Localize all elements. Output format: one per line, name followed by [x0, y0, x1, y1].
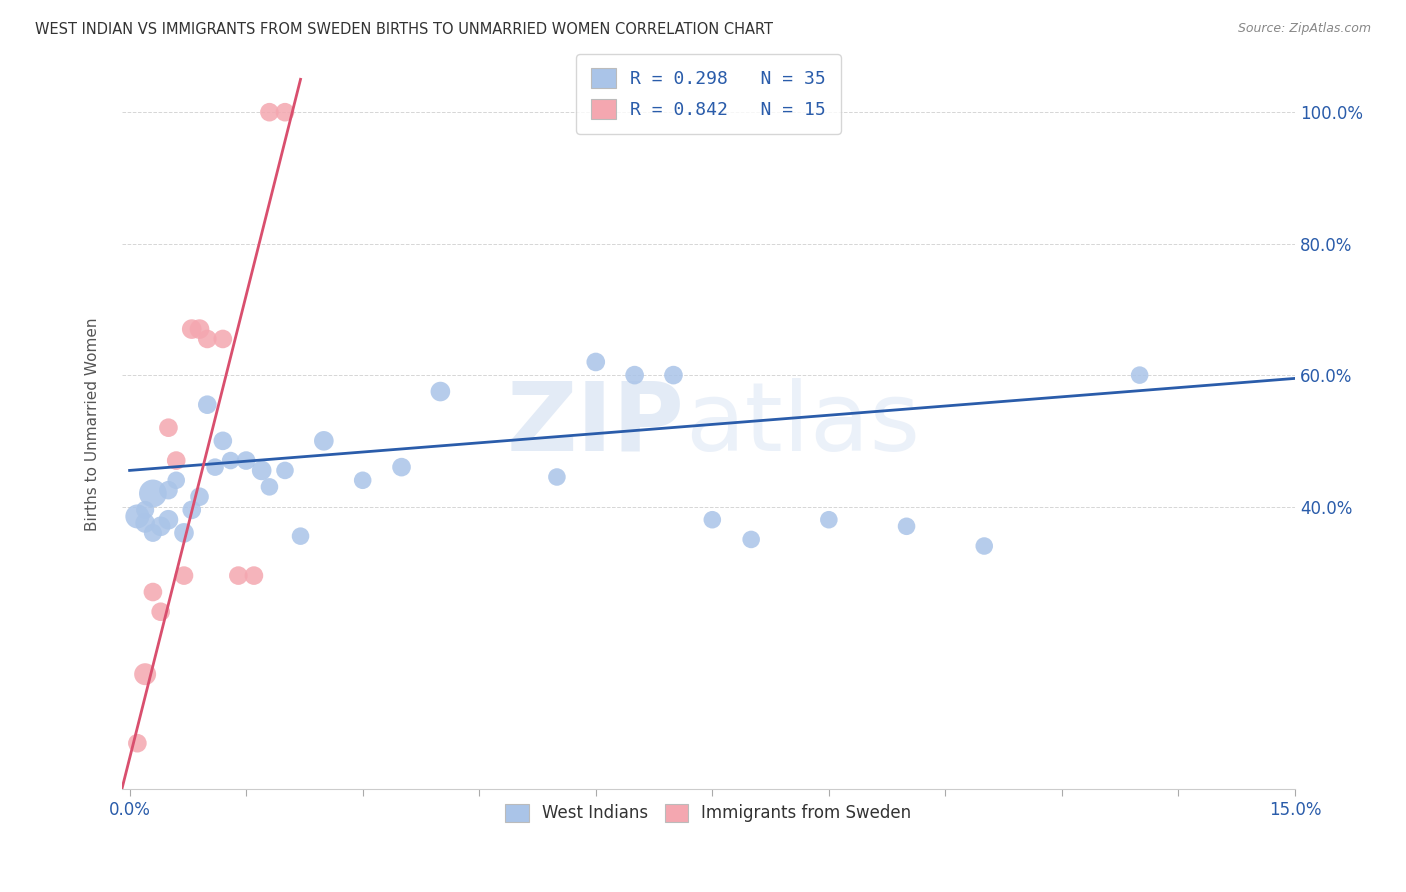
- Point: [259, 105, 281, 120]
- Point: [142, 486, 165, 500]
- Point: [235, 453, 257, 467]
- Point: [173, 568, 195, 582]
- Point: [134, 503, 156, 517]
- Y-axis label: Births to Unmarried Women: Births to Unmarried Women: [86, 318, 100, 531]
- Point: [623, 368, 645, 383]
- Point: [149, 605, 172, 619]
- Point: [165, 473, 187, 487]
- Point: [142, 525, 165, 540]
- Point: [228, 568, 250, 582]
- Text: Source: ZipAtlas.com: Source: ZipAtlas.com: [1237, 22, 1371, 36]
- Text: atlas: atlas: [685, 378, 920, 471]
- Point: [274, 463, 297, 477]
- Point: [896, 519, 918, 533]
- Point: [157, 420, 180, 434]
- Point: [195, 398, 218, 412]
- Point: [134, 667, 156, 681]
- Point: [149, 519, 172, 533]
- Point: [157, 513, 180, 527]
- Point: [312, 434, 335, 448]
- Point: [290, 529, 312, 543]
- Point: [1129, 368, 1152, 383]
- Point: [188, 322, 211, 336]
- Point: [204, 460, 226, 475]
- Point: [188, 490, 211, 504]
- Point: [127, 736, 149, 750]
- Point: [180, 503, 202, 517]
- Point: [274, 105, 297, 120]
- Point: [585, 355, 607, 369]
- Point: [134, 516, 156, 530]
- Legend: West Indians, Immigrants from Sweden: West Indians, Immigrants from Sweden: [492, 790, 925, 836]
- Point: [142, 585, 165, 599]
- Point: [702, 513, 724, 527]
- Point: [973, 539, 995, 553]
- Point: [546, 470, 568, 484]
- Point: [127, 509, 149, 524]
- Point: [352, 473, 374, 487]
- Point: [429, 384, 451, 399]
- Point: [662, 368, 685, 383]
- Point: [818, 513, 841, 527]
- Point: [250, 463, 273, 477]
- Point: [165, 453, 187, 467]
- Point: [173, 525, 195, 540]
- Point: [243, 568, 266, 582]
- Point: [157, 483, 180, 497]
- Point: [211, 332, 233, 346]
- Point: [740, 533, 762, 547]
- Point: [219, 453, 242, 467]
- Point: [195, 332, 218, 346]
- Text: WEST INDIAN VS IMMIGRANTS FROM SWEDEN BIRTHS TO UNMARRIED WOMEN CORRELATION CHAR: WEST INDIAN VS IMMIGRANTS FROM SWEDEN BI…: [35, 22, 773, 37]
- Point: [391, 460, 413, 475]
- Point: [259, 480, 281, 494]
- Point: [180, 322, 202, 336]
- Point: [211, 434, 233, 448]
- Text: ZIP: ZIP: [508, 378, 685, 471]
